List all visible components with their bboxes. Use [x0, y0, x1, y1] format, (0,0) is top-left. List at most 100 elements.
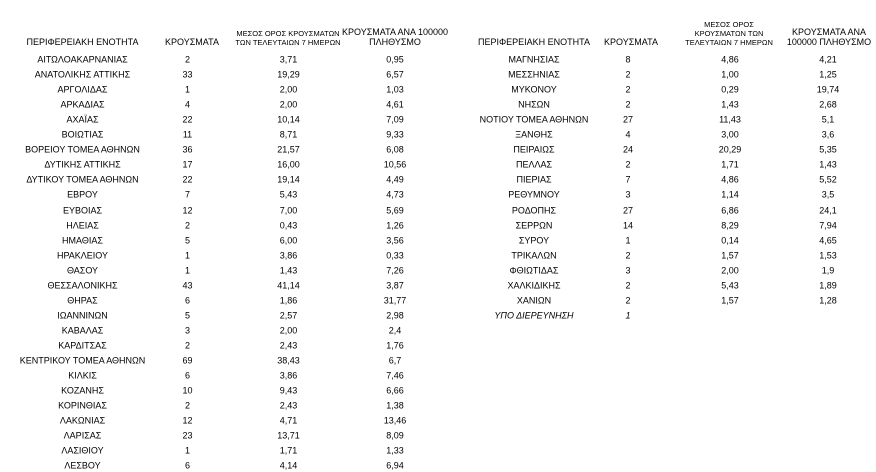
column-header: ΠΕΡΙΦΕΡΕΙΑΚΗ ΕΝΟΤΗΤΑ [26, 37, 139, 47]
per-100k-cell: 2,4 [388, 325, 402, 336]
per-100k-cell: 13,46 [383, 415, 407, 426]
region-cell: ΑΡΚΑΔΙΑΣ [60, 99, 105, 110]
cases-cell: 5 [184, 310, 190, 321]
avg-7-days-cell: 8,71 [279, 129, 298, 140]
cases-cell: 27 [622, 114, 633, 125]
region-cell: ΠΙΕΡΙΑΣ [516, 174, 552, 185]
cases-cell: 2 [625, 295, 631, 306]
avg-7-days-cell: 6,86 [721, 205, 739, 215]
avg-7-days-cell: 2,43 [279, 340, 298, 351]
avg-7-days-cell: 4,14 [279, 460, 298, 471]
cases-cell: 6 [184, 295, 190, 306]
avg-7-days-cell: 4,86 [721, 174, 739, 185]
per-100k-cell: 2,98 [386, 310, 404, 321]
avg-7-days-cell: 2,00 [279, 99, 298, 110]
region-cell: ΘΗΡΑΣ [67, 295, 98, 306]
per-100k-cell: 5,69 [386, 205, 404, 215]
per-100k-cell: 3,56 [386, 235, 404, 246]
per-100k-cell: 1,25 [819, 69, 837, 80]
cases-cell: 1 [184, 84, 190, 95]
per-100k-cell: 1,38 [386, 400, 404, 411]
cases-cell: 27 [622, 205, 633, 215]
region-cell: ΝΗΣΩΝ [518, 99, 550, 110]
per-100k-cell: 6,08 [386, 144, 404, 155]
avg-7-days-cell: 0,14 [721, 235, 739, 246]
region-cell: ΗΡΑΚΛΕΙΟΥ [56, 250, 109, 261]
per-100k-cell: 3,6 [821, 129, 835, 140]
region-cell: ΑΝΑΤΟΛΙΚΗΣ ΑΤΤΙΚΗΣ [34, 69, 131, 80]
region-cell: ΡΟΔΟΠΗΣ [511, 205, 557, 215]
region-cell: ΗΜΑΘΙΑΣ [62, 235, 103, 246]
per-100k-cell: 4,21 [819, 54, 837, 65]
avg-7-days-cell: 9,43 [279, 385, 298, 396]
cases-cell: 2 [184, 400, 190, 411]
avg-7-days-cell: 5,43 [279, 189, 298, 200]
cases-cell: 7 [625, 174, 631, 185]
avg-7-days-cell: 2,43 [279, 400, 298, 411]
column-header: ΠΕΡΙΦΕΡΕΙΑΚΗ ΕΝΟΤΗΤΑ [477, 37, 591, 47]
cases-cell: 10 [182, 385, 193, 396]
cases-cell: 2 [184, 54, 190, 65]
per-100k-cell: 4,61 [386, 99, 404, 110]
cases-cell: 1 [625, 235, 631, 246]
region-cell: ΛΑΡΙΣΑΣ [63, 430, 102, 441]
cases-cell: 5 [184, 235, 190, 246]
cases-cell: 2 [625, 250, 631, 261]
per-100k-cell: 7,26 [386, 265, 404, 276]
region-cell: ΛΕΣΒΟΥ [64, 460, 101, 471]
cases-cell: 2 [625, 69, 631, 80]
avg-7-days-cell: 13,71 [277, 430, 300, 441]
region-cell: ΚΑΒΑΛΑΣ [61, 325, 104, 336]
cases-cell: 22 [182, 174, 193, 185]
region-cell: ΔΥΤΙΚΟΥ ΤΟΜΕΑ ΑΘΗΝΩΝ [26, 174, 139, 185]
avg-7-days-cell: 2,00 [279, 84, 298, 95]
per-100k-cell: 1,53 [819, 250, 837, 261]
per-100k-cell: 8,09 [386, 430, 404, 441]
avg-7-days-cell: 21,57 [277, 144, 300, 155]
region-cell: ΣΕΡΡΩΝ [515, 220, 553, 231]
per-100k-cell: 5,1 [821, 114, 835, 125]
cases-cell: 22 [182, 114, 193, 125]
region-cell: ΕΒΡΟΥ [67, 189, 98, 200]
region-cell: ΡΕΘΥΜΝΟΥ [508, 189, 560, 200]
per-100k-cell: 5,52 [819, 174, 837, 185]
per-100k-cell: 1,43 [819, 159, 837, 170]
cases-cell: 1 [184, 265, 190, 276]
column-header: ΚΡΟΥΣΜΑΤΑ ΑΝΑ 100000 ΠΛΗΘΥΣΜΟ [342, 27, 448, 47]
per-100k-cell: 1,76 [386, 340, 404, 351]
region-cell: ΕΥΒΟΙΑΣ [62, 205, 103, 215]
region-cell: ΜΑΓΝΗΣΙΑΣ [508, 54, 560, 65]
region-cell: ΛΑΚΩΝΙΑΣ [59, 415, 106, 426]
avg-7-days-cell: 4,71 [279, 415, 298, 426]
avg-7-days-cell: 2,00 [279, 325, 298, 336]
avg-7-days-cell: 8,29 [721, 220, 739, 231]
per-100k-cell: 10,56 [383, 159, 407, 170]
avg-7-days-cell: 0,29 [721, 84, 739, 95]
region-cell: ΤΡΙΚΑΛΩΝ [511, 250, 557, 261]
region-cell: ΣΥΡΟΥ [518, 235, 550, 246]
avg-7-days-cell: 5,43 [721, 280, 739, 291]
column-header: ΜΕΣΟΣ ΟΡΟΣ ΚΡΟΥΣΜΑΤΩΝ ΤΩΝ ΤΕΛΕΥΤΑΙΩΝ 7 Η… [685, 20, 773, 47]
region-cell: ΛΑΣΙΘΙΟΥ [61, 445, 104, 456]
per-100k-cell: 6,7 [388, 355, 402, 366]
avg-7-days-cell: 3,86 [279, 250, 298, 261]
per-100k-cell: 6,94 [386, 460, 404, 471]
cases-cell: 23 [182, 430, 193, 441]
avg-7-days-cell: 1,71 [279, 445, 298, 456]
avg-7-days-cell: 20,29 [718, 144, 742, 155]
region-cell: ΚΕΝΤΡΙΚΟΥ ΤΟΜΕΑ ΑΘΗΝΩΝ [19, 355, 146, 366]
per-100k-cell: 3,5 [821, 189, 835, 200]
cases-cell: 2 [625, 84, 631, 95]
region-cell: ΠΕΛΛΑΣ [515, 159, 553, 170]
avg-7-days-cell: 2,00 [721, 265, 739, 276]
per-100k-cell: 6,57 [386, 69, 404, 80]
column-header: ΚΡΟΥΣΜΑΤΑ [165, 37, 219, 47]
per-100k-cell: 19,74 [816, 84, 840, 95]
cases-cell: 2 [184, 340, 190, 351]
per-100k-cell: 6,66 [386, 385, 404, 396]
region-cell: ΑΙΤΩΛΟΑΚΑΡΝΑΝΙΑΣ [37, 54, 128, 65]
per-100k-cell: 1,28 [819, 295, 837, 306]
per-100k-cell: 7,46 [386, 370, 404, 381]
region-cell: ΑΧΑΪΑΣ [66, 114, 99, 125]
cases-cell: 14 [622, 220, 633, 231]
